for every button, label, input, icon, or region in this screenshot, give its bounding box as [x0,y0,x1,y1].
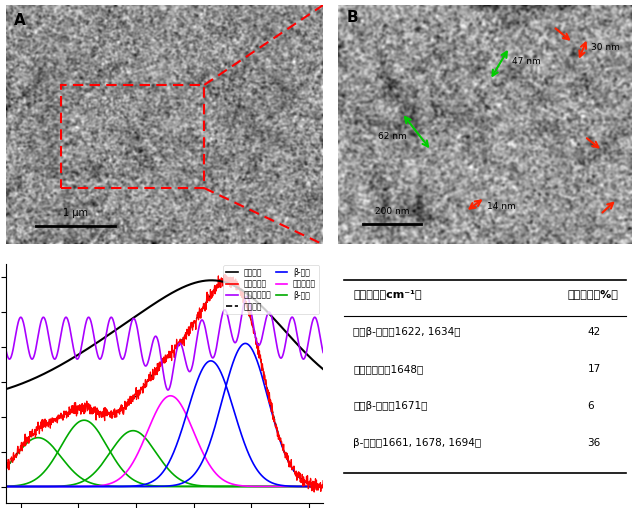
Legend: 原始光谱, 去卷积光谱, 二阶导数光谱, 拟合光谱, β-片层, 无规则卷曲, β-转角: 原始光谱, 去卷积光谱, 二阶导数光谱, 拟合光谱, β-片层, 无规则卷曲, … [223,265,319,314]
Text: B: B [346,10,358,25]
Text: A: A [14,13,26,27]
Text: 42: 42 [588,327,601,337]
Text: 47 nm: 47 nm [512,57,541,66]
Text: 高频β-片层（1671）: 高频β-片层（1671） [353,401,427,411]
Text: 相对比例（%）: 相对比例（%） [567,289,618,299]
Text: 62 nm: 62 nm [378,132,406,141]
Text: 200 nm: 200 nm [375,207,410,216]
Text: 低频β-片层（1622, 1634）: 低频β-片层（1622, 1634） [353,327,461,337]
Text: 14 nm: 14 nm [487,202,516,211]
Text: 无规则卷曲（1648）: 无规则卷曲（1648） [353,364,423,374]
Text: 二级结构（cm⁻¹）: 二级结构（cm⁻¹） [353,289,422,299]
Text: 30 nm: 30 nm [591,43,619,52]
Text: 36: 36 [588,438,601,448]
Text: 6: 6 [588,401,594,411]
Text: 1 μm: 1 μm [63,208,88,218]
Text: 17: 17 [588,364,601,374]
Text: β-转角（1661, 1678, 1694）: β-转角（1661, 1678, 1694） [353,438,481,448]
